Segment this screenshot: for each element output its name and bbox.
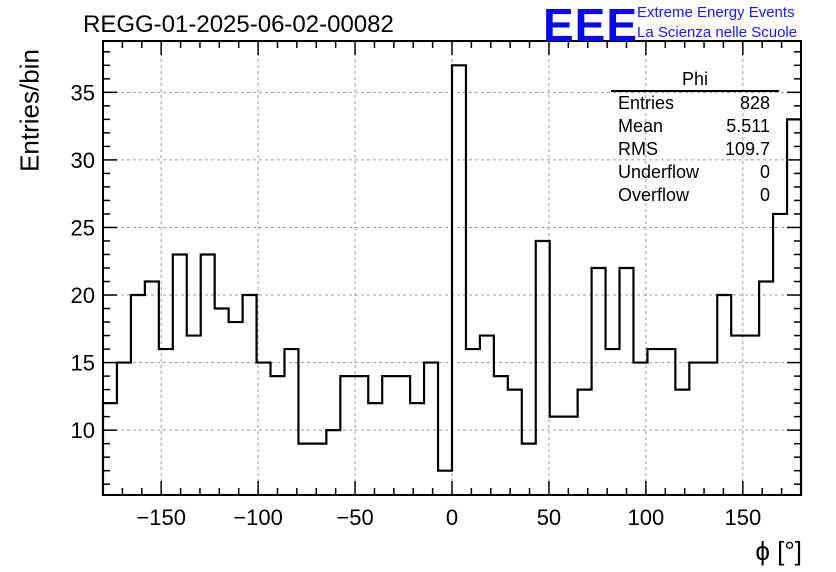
histogram-bin [550,417,564,495]
histogram-bin [424,363,438,495]
histogram-bin [354,376,368,495]
histogram-bin [675,390,689,495]
histogram-bin [787,119,801,495]
histogram-bin [480,336,494,495]
stats-value: 0 [759,185,770,205]
y-tick-label: 15 [71,351,95,376]
stats-value: 5.511 [726,116,770,136]
histogram-bin [717,295,731,495]
chart-title: REGG-01-2025-06-02-00082 [83,11,394,38]
histogram-bin [298,444,312,495]
stats-row: Underflow 0 [611,161,779,184]
stats-title: Phi [611,68,779,92]
histogram-bin [340,376,354,495]
stats-box: Phi Entries 828 Mean 5.511 RMS 109.7 Und… [611,68,779,207]
stats-row: Mean 5.511 [611,115,779,138]
logo-subtitle-1: Extreme Energy Events [637,4,795,21]
stats-value: 828 [739,93,770,113]
histogram-bin [438,471,452,495]
histogram-bin [647,349,661,495]
stats-label: Mean [618,116,664,136]
histogram-bin [578,390,592,495]
histogram-bin [368,403,382,495]
x-tick-label: 150 [724,505,761,530]
y-tick-label: 10 [71,418,95,443]
histogram-bin [466,349,480,495]
y-axis-label: Entries/bin [14,49,45,172]
stats-label: Entries [618,93,675,113]
x-tick-label: 0 [446,505,458,530]
histogram-bin [564,417,578,495]
x-tick-label: −50 [336,505,373,530]
histogram-bin [187,336,201,495]
histogram-bin [661,349,675,495]
histogram-bin [117,363,131,495]
histogram-bin [396,376,410,495]
x-tick-label: −150 [136,505,186,530]
histogram-bin [508,390,522,495]
x-tick-label: 50 [537,505,561,530]
stats-row: Entries 828 [611,92,779,115]
histogram-bin [606,349,620,495]
logo-subtitle-2: La Scienza nelle Scuole [637,24,798,41]
x-tick-label: 100 [628,505,665,530]
x-tick-label: −100 [233,505,283,530]
histogram-bin [620,268,634,495]
histogram-bin [536,241,550,495]
histogram-bin [229,322,243,495]
stats-value: 109.7 [724,139,770,159]
histogram-bin [592,268,606,495]
histogram-bin [773,214,787,495]
histogram-bin [759,282,773,495]
histogram-bin [410,403,424,495]
y-tick-label: 35 [71,80,95,105]
stats-value: 0 [759,162,770,182]
histogram-bin [326,430,340,495]
histogram-bin [633,363,647,495]
histogram-bin [243,295,257,495]
y-tick-label: 25 [71,215,95,240]
stats-label: Underflow [618,162,700,182]
histogram-bin [173,254,187,495]
histogram-bin [284,349,298,495]
histogram-bin [382,376,396,495]
histogram-bin [201,254,215,495]
stats-row: RMS 109.7 [611,138,779,161]
histogram-bin [257,363,271,495]
histogram-bin [689,363,703,495]
histogram-line [101,64,803,495]
histogram-bin [745,336,759,495]
histogram-bin [522,444,536,495]
histogram-bin [312,444,326,495]
histogram-bin [494,376,508,495]
stats-row: Overflow 0 [611,184,779,207]
stats-label: RMS [618,139,658,159]
histogram-bin [145,282,159,495]
histogram-bin [215,309,229,495]
y-tick-label: 30 [71,148,95,173]
x-axis-label: ϕ [°] [755,536,802,566]
eee-logo: EEE [543,0,639,51]
histogram-bin [271,376,285,495]
y-tick-label: 20 [71,283,95,308]
histogram-bin [131,295,145,495]
stats-label: Overflow [618,185,690,205]
histogram-bin [703,363,717,495]
